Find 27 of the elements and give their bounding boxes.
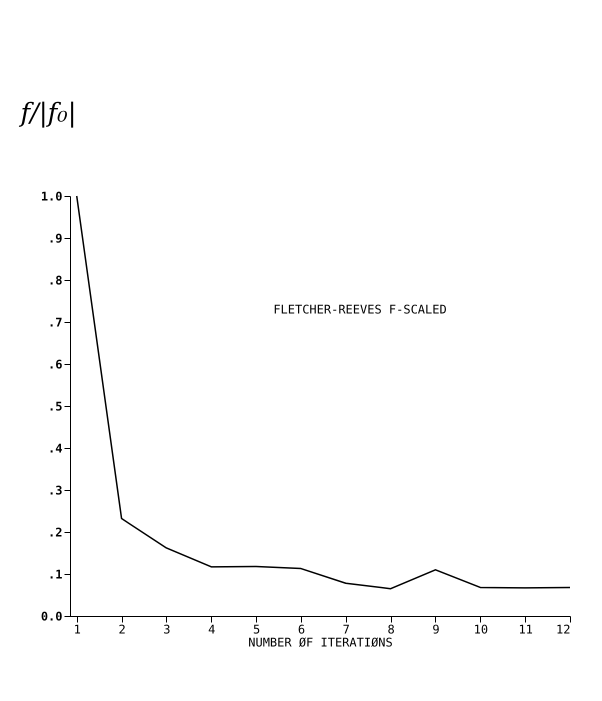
x-tick-label: 12 [556,622,570,636]
y-tick-label: .2 [48,526,62,540]
y-tick-label: 1.0 [40,190,62,204]
y-tick-label: .3 [48,484,62,498]
x-tick-label: 6 [298,622,306,636]
x-axis-title: NUMBER ØF ITERATIØNS [248,636,393,650]
annotation: FLETCHER-REEVES F-SCALED [273,302,447,316]
y-tick-label: 0.0 [40,610,62,624]
x-tick-label: 2 [118,622,126,636]
x-tick-label: 4 [208,622,216,636]
y-axis-title: f/|f₀| [18,98,76,128]
x-tick-label: 8 [388,622,395,636]
x-tick-label: 5 [252,622,260,636]
x-tick-label: 1 [74,622,81,636]
y-tick-label: .1 [48,568,62,582]
y-tick-label: .6 [48,358,62,372]
x-tick-label: 9 [432,622,440,636]
y-tick-label: .8 [48,274,62,288]
x-tick-label: 3 [163,622,171,636]
y-tick-label: .5 [48,400,62,414]
x-tick-label: 11 [518,622,533,636]
y-tick-label: .9 [48,232,62,246]
y-tick-label: .4 [48,442,62,456]
line-series [76,195,571,590]
y-tick-label: .7 [48,316,62,330]
x-tick-label: 10 [474,622,488,636]
x-tick-label: 7 [342,622,350,636]
